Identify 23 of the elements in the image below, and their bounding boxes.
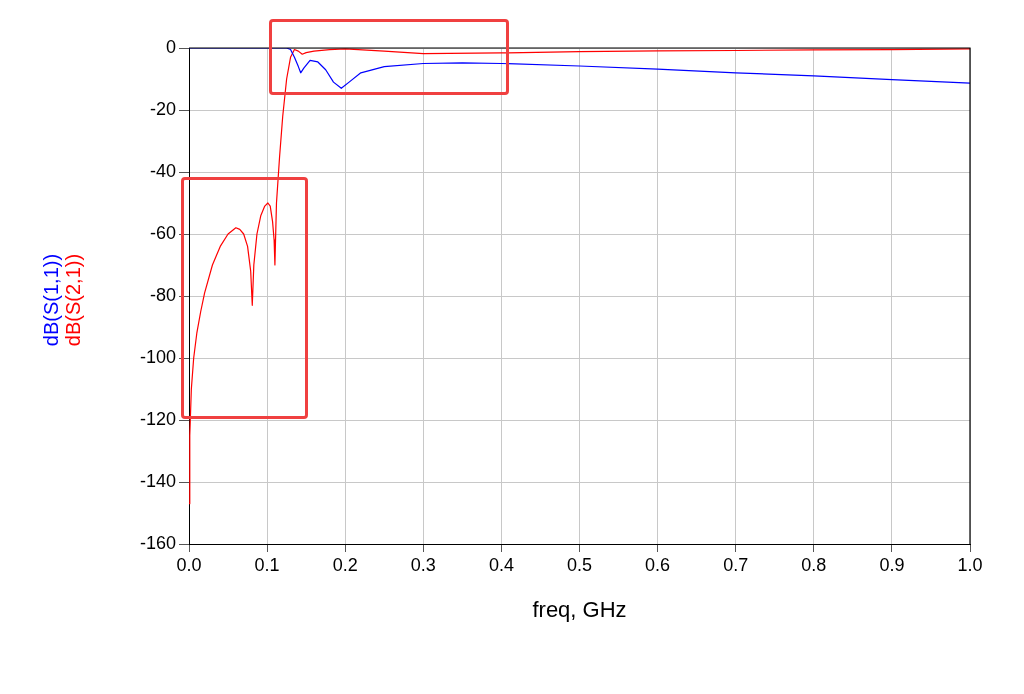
y-tick-label: -60: [149, 222, 176, 243]
y-tick-label: -20: [149, 98, 176, 119]
x-tick-label: 1.0: [957, 554, 983, 575]
x-tick-label: 0.5: [566, 554, 593, 575]
y-tick-label: -160: [139, 532, 176, 553]
x-tick-label: 0.8: [801, 554, 827, 575]
x-tick-label: 0.9: [879, 554, 905, 575]
x-tick-label: 0.1: [254, 554, 280, 575]
text: dB(S(2,1)): [62, 253, 84, 347]
y-tick-label: -80: [149, 284, 176, 305]
y-tick-label: -40: [149, 160, 176, 181]
x-axis-title: freq, GHz: [532, 596, 627, 622]
y-tick-label: 0: [165, 36, 176, 57]
text: dB(S(1,1)): [40, 253, 62, 347]
y-tick-label: -140: [139, 470, 176, 491]
x-tick-label: 0.6: [645, 554, 671, 575]
x-tick-label: 0.3: [410, 554, 436, 575]
x-tick-label: 0.4: [488, 554, 514, 575]
y-tick-label: -100: [139, 346, 176, 367]
x-tick-label: 0.0: [176, 554, 202, 575]
x-tick-label: 0.2: [332, 554, 358, 575]
y-tick-label: -120: [139, 408, 176, 429]
x-tick-label: 0.7: [723, 554, 749, 575]
